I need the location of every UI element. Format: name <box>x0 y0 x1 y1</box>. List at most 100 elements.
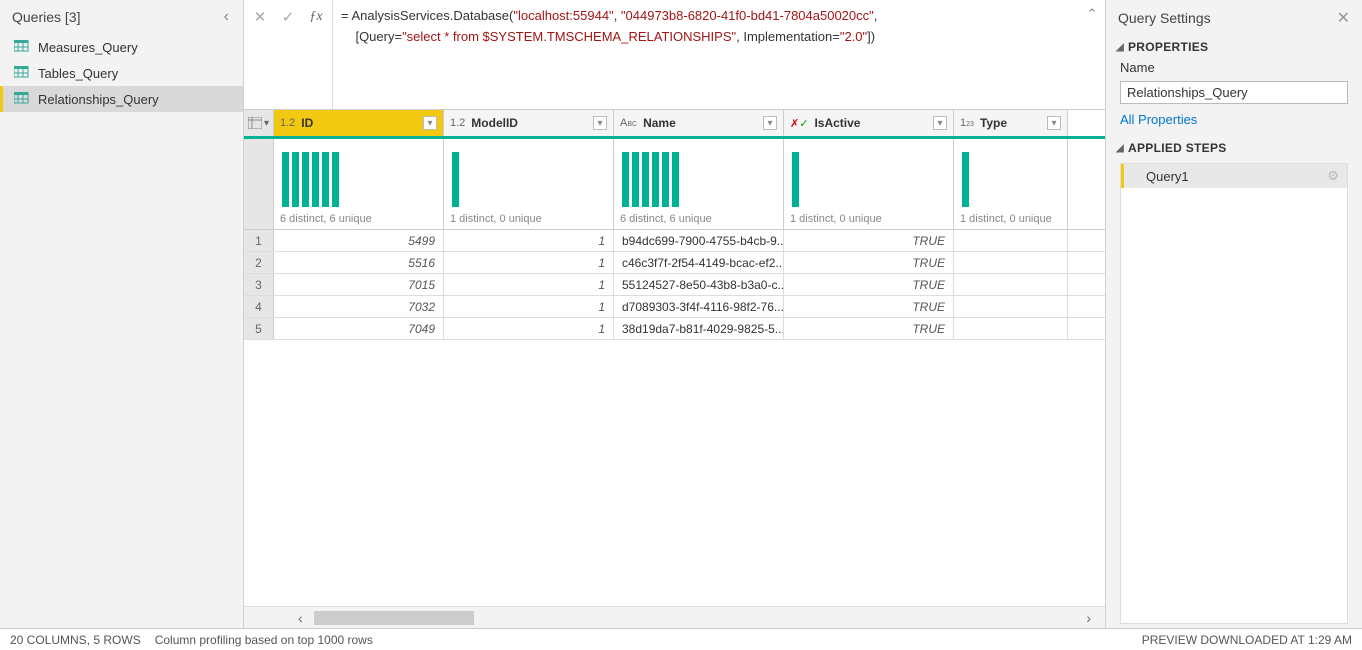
formula-expand-button[interactable]: ⌃ <box>1079 0 1105 109</box>
profiling-cell[interactable]: 6 distinct, 6 unique <box>274 139 444 229</box>
cell-id[interactable]: 7049 <box>274 318 444 339</box>
cell-type[interactable] <box>954 274 1068 295</box>
settings-close-button[interactable]: ✕ <box>1337 8 1350 28</box>
column-filter-button[interactable]: ▾ <box>933 116 947 130</box>
cell-isactive[interactable]: TRUE <box>784 318 954 339</box>
scroll-left-button[interactable]: ‹ <box>292 608 309 628</box>
center-panel: ✕ ✓ ƒx = AnalysisServices.Database("loca… <box>244 0 1105 628</box>
cell-name[interactable]: d7089303-3f4f-4116-98f2-76... <box>614 296 784 317</box>
profiling-cell[interactable]: 6 distinct, 6 unique <box>614 139 784 229</box>
cell-name[interactable]: c46c3f7f-2f54-4149-bcac-ef2... <box>614 252 784 273</box>
cell-isactive[interactable]: TRUE <box>784 230 954 251</box>
cell-name[interactable]: 38d19da7-b81f-4029-9825-5... <box>614 318 784 339</box>
query-item[interactable]: Relationships_Query <box>0 86 243 112</box>
cell-modelid[interactable]: 1 <box>444 296 614 317</box>
query-item-label: Tables_Query <box>38 66 118 81</box>
cell-modelid[interactable]: 1 <box>444 252 614 273</box>
status-left: 20 COLUMNS, 5 ROWS Column profiling base… <box>10 633 373 647</box>
cell-modelid[interactable]: 1 <box>444 274 614 295</box>
table-row[interactable]: 3 7015 1 55124527-8e50-43b8-b3a0-c... TR… <box>244 274 1105 296</box>
column-filter-button[interactable]: ▾ <box>763 116 777 130</box>
query-item[interactable]: Tables_Query <box>0 60 243 86</box>
cell-name[interactable]: 55124527-8e50-43b8-b3a0-c... <box>614 274 784 295</box>
properties-heading: PROPERTIES <box>1128 40 1208 54</box>
formula-controls: ✕ ✓ ƒx <box>244 0 333 109</box>
cell-isactive[interactable]: TRUE <box>784 274 954 295</box>
cell-id[interactable]: 7015 <box>274 274 444 295</box>
cell-name[interactable]: b94dc699-7900-4755-b4cb-9... <box>614 230 784 251</box>
cell-id[interactable]: 5516 <box>274 252 444 273</box>
table-row[interactable]: 4 7032 1 d7089303-3f4f-4116-98f2-76... T… <box>244 296 1105 318</box>
column-header[interactable]: 123Type▾ <box>954 110 1068 136</box>
cell-type[interactable] <box>954 252 1068 273</box>
applied-steps-list: Query1⚙ <box>1120 163 1348 624</box>
cell-type[interactable] <box>954 296 1068 317</box>
row-number[interactable]: 5 <box>244 318 274 339</box>
name-label: Name <box>1106 58 1362 77</box>
boolean-type-icon: ✗✓ <box>790 117 808 130</box>
scroll-thumb[interactable] <box>314 611 474 625</box>
row-number[interactable]: 4 <box>244 296 274 317</box>
dropdown-icon: ▾ <box>264 118 269 129</box>
table-icon <box>14 92 30 106</box>
grid-header-row: ▾ 1.2ID▾1.2ModelID▾ABCName▾✗✓IsActive▾12… <box>244 110 1105 139</box>
table-row[interactable]: 1 5499 1 b94dc699-7900-4755-b4cb-9... TR… <box>244 230 1105 252</box>
all-properties-link[interactable]: All Properties <box>1106 110 1362 137</box>
table-row[interactable]: 5 7049 1 38d19da7-b81f-4029-9825-5... TR… <box>244 318 1105 340</box>
cell-id[interactable]: 5499 <box>274 230 444 251</box>
applied-step-item[interactable]: Query1⚙ <box>1121 164 1347 188</box>
profile-bars <box>960 147 1061 207</box>
grid-corner-button[interactable]: ▾ <box>244 110 274 136</box>
queries-collapse-button[interactable]: ‹ <box>220 8 233 26</box>
column-name: ID <box>301 116 423 130</box>
row-number[interactable]: 3 <box>244 274 274 295</box>
query-item[interactable]: Measures_Query <box>0 34 243 60</box>
status-columns-rows: 20 COLUMNS, 5 ROWS <box>10 633 141 647</box>
queries-list: Measures_Query Tables_Query Relationships_… <box>0 34 243 112</box>
profile-bar <box>282 152 289 207</box>
row-number[interactable]: 1 <box>244 230 274 251</box>
column-filter-button[interactable]: ▾ <box>593 116 607 130</box>
query-name-input[interactable] <box>1120 81 1348 104</box>
cell-type[interactable] <box>954 318 1068 339</box>
profile-bar <box>322 152 329 207</box>
cell-id[interactable]: 7032 <box>274 296 444 317</box>
profiling-cell[interactable]: 1 distinct, 0 unique <box>784 139 954 229</box>
row-number[interactable]: 2 <box>244 252 274 273</box>
profile-bar <box>292 152 299 207</box>
profiling-row: 6 distinct, 6 unique1 distinct, 0 unique… <box>244 139 1105 230</box>
applied-steps-section-header[interactable]: ◢ APPLIED STEPS <box>1106 137 1362 159</box>
profiling-cell[interactable]: 1 distinct, 0 unique <box>444 139 614 229</box>
column-filter-button[interactable]: ▾ <box>423 116 437 130</box>
properties-section-header[interactable]: ◢ PROPERTIES <box>1106 36 1362 58</box>
query-item-label: Measures_Query <box>38 40 138 55</box>
column-header[interactable]: ✗✓IsActive▾ <box>784 110 954 136</box>
horizontal-scrollbar: ‹ › <box>244 606 1105 628</box>
data-grid: ▾ 1.2ID▾1.2ModelID▾ABCName▾✗✓IsActive▾12… <box>244 110 1105 628</box>
gear-icon[interactable]: ⚙ <box>1327 168 1339 184</box>
formula-cancel-button[interactable]: ✕ <box>246 6 274 28</box>
cell-isactive[interactable]: TRUE <box>784 296 954 317</box>
scroll-track[interactable] <box>314 611 1065 625</box>
profile-bar <box>312 152 319 207</box>
formula-text[interactable]: = AnalysisServices.Database("localhost:5… <box>333 0 1079 109</box>
formula-commit-button[interactable]: ✓ <box>274 6 302 28</box>
column-header[interactable]: 1.2ModelID▾ <box>444 110 614 136</box>
cell-isactive[interactable]: TRUE <box>784 252 954 273</box>
scroll-right-button[interactable]: › <box>1080 608 1097 628</box>
column-filter-button[interactable]: ▾ <box>1047 116 1061 130</box>
column-header[interactable]: 1.2 ID▾ <box>274 110 444 136</box>
profile-bars <box>620 147 777 207</box>
table-row[interactable]: 2 5516 1 c46c3f7f-2f54-4149-bcac-ef2... … <box>244 252 1105 274</box>
profile-bar <box>792 152 799 207</box>
cell-modelid[interactable]: 1 <box>444 230 614 251</box>
column-header[interactable]: ABCName▾ <box>614 110 784 136</box>
cell-modelid[interactable]: 1 <box>444 318 614 339</box>
profiling-cell[interactable]: 1 distinct, 0 unique <box>954 139 1068 229</box>
number-type-icon: 1.2 <box>280 117 295 129</box>
cell-type[interactable] <box>954 230 1068 251</box>
status-profiling[interactable]: Column profiling based on top 1000 rows <box>155 633 373 647</box>
formula-fx-button[interactable]: ƒx <box>302 6 330 28</box>
query-settings-panel: Query Settings ✕ ◢ PROPERTIES Name All P… <box>1105 0 1362 628</box>
formula-fn: AnalysisServices.Database <box>352 8 510 23</box>
